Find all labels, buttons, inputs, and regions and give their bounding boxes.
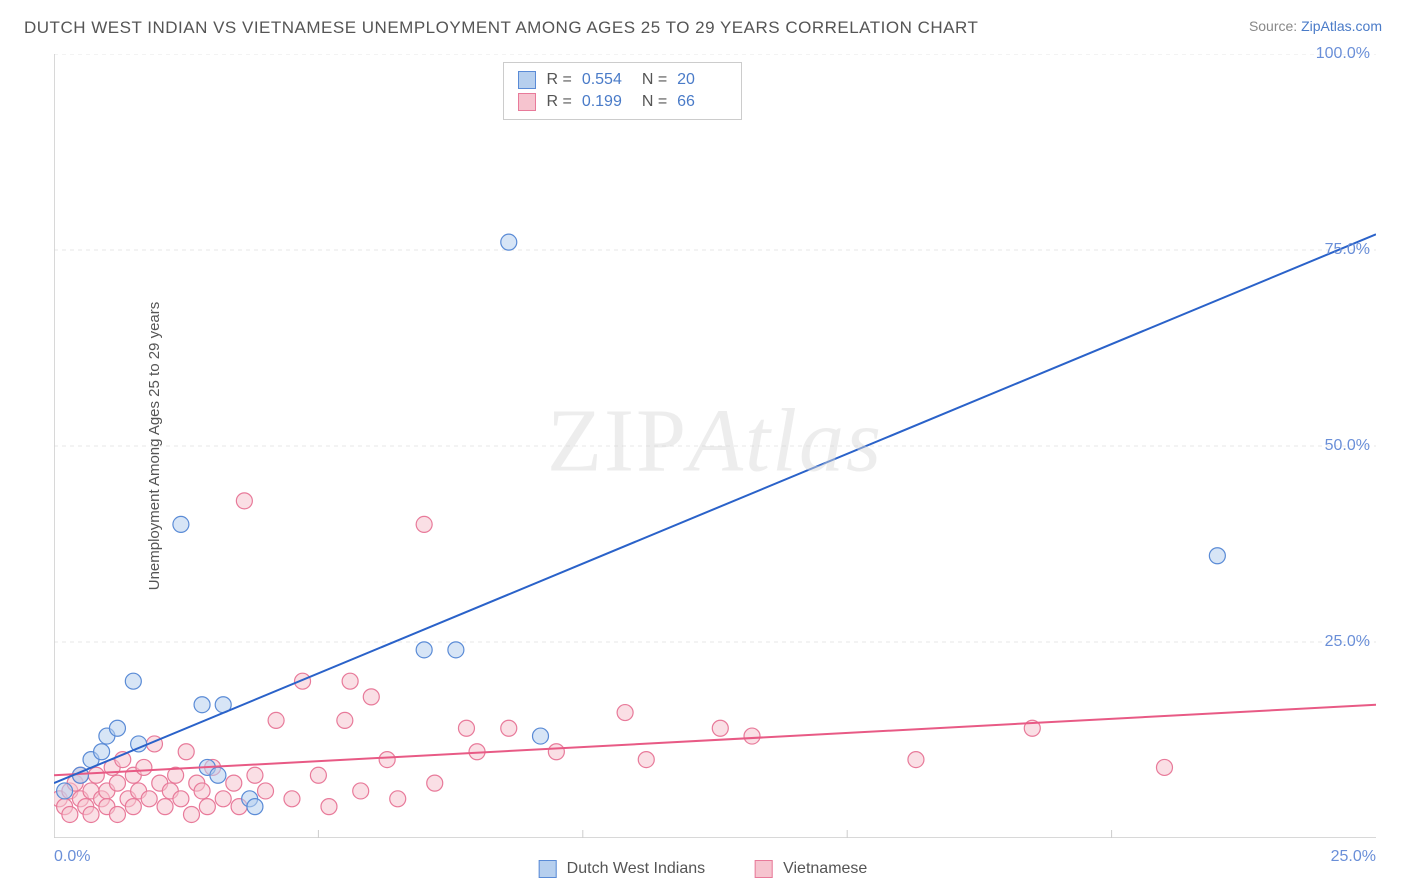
stats-swatch-viet — [518, 93, 536, 111]
source-link[interactable]: ZipAtlas.com — [1301, 18, 1382, 34]
y-tick-label: 50.0% — [1325, 437, 1370, 455]
stats-swatch-dutch — [518, 71, 536, 89]
y-tick-label: 75.0% — [1325, 241, 1370, 259]
n-value: 66 — [677, 93, 727, 111]
n-label: N = — [642, 71, 667, 89]
bottom-legend: Dutch West Indians Vietnamese — [539, 860, 868, 878]
x-tick-label: 0.0% — [54, 848, 90, 866]
stats-row-viet: R = 0.199 N = 66 — [518, 91, 727, 113]
source-prefix: Source: — [1249, 18, 1301, 34]
chart-title: DUTCH WEST INDIAN VS VIETNAMESE UNEMPLOY… — [24, 18, 978, 38]
stats-row-dutch: R = 0.554 N = 20 — [518, 69, 727, 91]
y-tick-label: 25.0% — [1325, 633, 1370, 651]
n-value: 20 — [677, 71, 727, 89]
scatter-plot-svg — [54, 54, 1376, 838]
legend-swatch-dutch — [539, 860, 557, 878]
r-label: R = — [546, 93, 571, 111]
correlation-stats-box: R = 0.554 N = 20 R = 0.199 N = 66 — [503, 62, 742, 120]
r-value: 0.199 — [582, 93, 632, 111]
legend-swatch-viet — [755, 860, 773, 878]
y-tick-label: 100.0% — [1316, 45, 1370, 63]
legend-label-viet: Vietnamese — [783, 860, 867, 878]
source-attribution: Source: ZipAtlas.com — [1249, 18, 1382, 34]
legend-label-dutch: Dutch West Indians — [567, 860, 705, 878]
r-label: R = — [546, 71, 571, 89]
r-value: 0.554 — [582, 71, 632, 89]
x-tick-label: 25.0% — [1331, 848, 1376, 866]
legend-item-viet: Vietnamese — [755, 860, 867, 878]
chart-area: ZIPAtlas R =0.554N =20R =0.199N =66 25.0… — [54, 54, 1376, 838]
legend-item-dutch: Dutch West Indians — [539, 860, 705, 878]
n-label: N = — [642, 93, 667, 111]
